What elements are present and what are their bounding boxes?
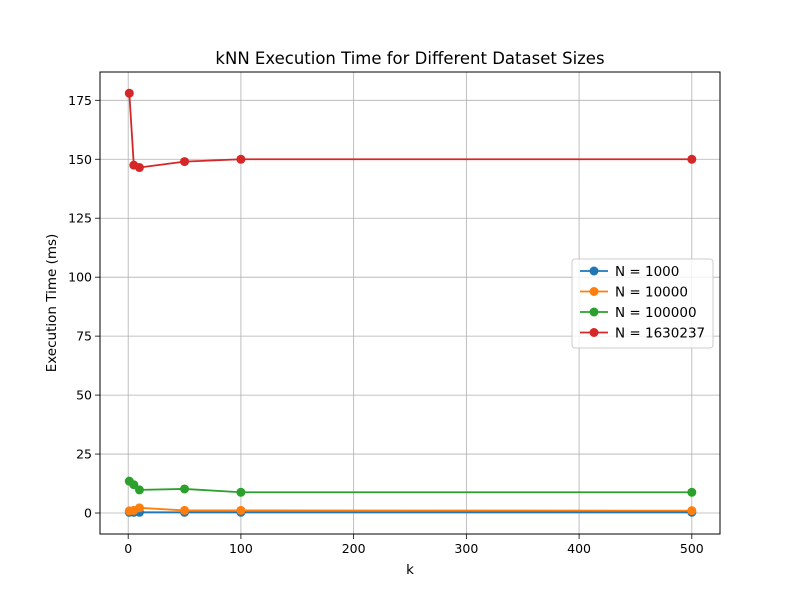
legend-marker [589,307,599,317]
y-tick-label: 175 [68,93,92,108]
data-point [687,487,697,497]
x-tick-label: 0 [124,541,132,556]
y-tick-label: 0 [84,506,92,521]
x-axis-label: k [406,562,414,578]
data-point [124,88,134,98]
data-point [180,484,190,494]
x-tick-label: 500 [680,541,704,556]
data-point [180,505,190,515]
series-layer [124,88,697,517]
legend-item: N = 100000 [580,305,697,321]
data-point [687,506,697,516]
y-tick-label: 150 [68,152,92,167]
series-line [129,506,692,512]
x-axis: 0 100 200 300 400 500 [124,534,704,556]
y-tick-label: 125 [68,211,92,226]
plot-frame [99,71,721,535]
legend-marker [589,266,599,276]
data-point [180,157,190,167]
data-point [236,487,246,497]
legend-label: N = 1630237 [615,326,705,342]
x-tick-label: 300 [454,541,478,556]
data-point [236,505,246,515]
series-3 [124,476,697,497]
series-line [128,480,692,494]
y-tick-label: 100 [68,270,92,285]
data-point [236,154,246,164]
series-line [128,93,692,169]
legend-label: N = 100000 [615,305,697,321]
y-axis: 0 25 50 75 100 125 150 175 [68,93,100,521]
y-tick-label: 50 [76,388,92,403]
data-point [134,163,144,173]
chart-title: kNN Execution Time for Different Dataset… [215,49,604,68]
x-tick-label: 200 [342,541,366,556]
y-tick-label: 25 [76,447,92,462]
x-tick-label: 400 [567,541,591,556]
legend-item: N = 1630237 [580,326,705,342]
legend-marker [589,328,599,337]
data-point [134,503,144,513]
legend-marker [589,287,599,296]
data-point [134,485,144,495]
y-tick-label: 75 [76,329,92,344]
legend: N = 1000 N = 10000 N = 100000 N = 1630237 [571,258,714,349]
legend-label: N = 10000 [615,285,688,301]
y-axis-label: Execution Time (ms) [44,234,60,373]
legend-label: N = 1000 [615,264,679,280]
series-4 [124,88,697,173]
data-point [687,154,697,164]
series-1 [124,507,697,517]
legend-item: N = 1000 [580,264,679,280]
legend-box [571,258,714,349]
x-tick-label: 100 [229,541,253,556]
legend-item: N = 10000 [580,285,688,301]
series-2 [124,503,697,516]
